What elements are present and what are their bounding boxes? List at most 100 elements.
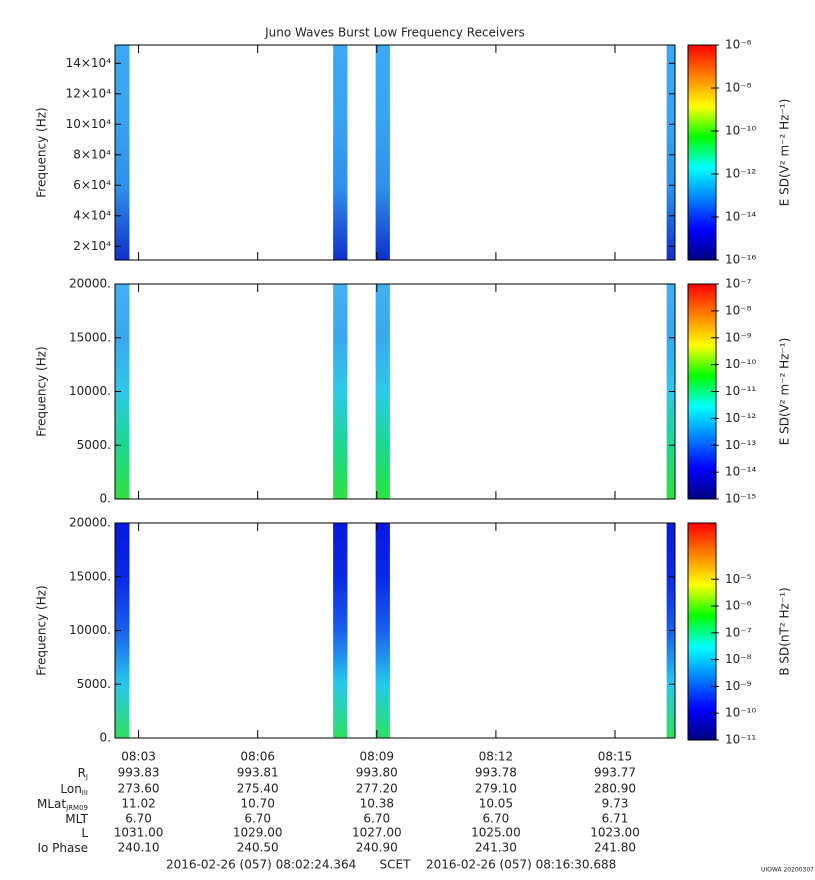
y-tick-label: 12×10⁴: [66, 86, 112, 100]
burst: [115, 45, 130, 260]
y-tick-label: 0.: [100, 492, 111, 506]
ephemeris-value: 11.02: [121, 797, 155, 811]
ephemeris-label: MLT: [65, 812, 88, 826]
colorbar-tick-label: 10⁻¹⁶: [725, 253, 756, 267]
ephemeris-value: 240.10: [118, 841, 160, 855]
footer: UIOWA 20200307: [761, 867, 814, 874]
ephemeris-value: 240.90: [356, 841, 398, 855]
ephemeris-value: 6.70: [363, 812, 390, 826]
ephemeris-value: 1027.00: [352, 826, 402, 840]
colorbar-tick-label: 10⁻⁸: [725, 303, 752, 317]
colorbar-tick-label: 10⁻⁷: [725, 277, 752, 291]
y-tick-label: 8×10⁴: [73, 147, 111, 161]
x-tick-label: 08:15: [598, 750, 633, 764]
colorbar-tick-label: 10⁻⁸: [725, 81, 752, 95]
x-tick-label: 08:06: [240, 750, 275, 764]
y-axis-label: Frequency (Hz): [35, 107, 49, 198]
colorbar: [687, 522, 717, 741]
colorbar-tick-label: 10⁻⁵: [725, 572, 752, 586]
colorbar-tick-label: 10⁻¹¹: [725, 384, 756, 398]
ephemeris-value: 1031.00: [114, 826, 164, 840]
ephemeris-value: 241.30: [475, 841, 517, 855]
ephemeris-value: 6.71: [602, 812, 629, 826]
colorbar-label: E SD(V² m⁻² Hz⁻¹): [778, 99, 792, 207]
scet-label: SCET: [380, 858, 412, 872]
ephemeris-value: 277.20: [356, 782, 398, 796]
colorbar-label: E SD(V² m⁻² Hz⁻¹): [778, 338, 792, 446]
burst: [333, 45, 348, 260]
ephemeris-value: 1029.00: [233, 826, 283, 840]
colorbar-tick-label: 10⁻⁶: [725, 38, 752, 52]
ephemeris-value: 241.80: [594, 841, 636, 855]
y-axis-label: Frequency (Hz): [35, 346, 49, 437]
colorbar-tick-label: 10⁻¹⁴: [725, 210, 756, 224]
ephemeris-label-text: MLat: [37, 797, 66, 811]
x-tick-label: 08:12: [479, 750, 514, 764]
y-tick-label: 10000.: [69, 384, 111, 398]
y-tick-label: 0.: [100, 731, 111, 745]
colorbar-tick-label: 10⁻⁸: [725, 652, 752, 666]
ephemeris-value: 1023.00: [590, 826, 640, 840]
ephemeris-value: 1025.00: [471, 826, 521, 840]
ephemeris-label-text: MLT: [65, 812, 88, 826]
ephemeris-value: 240.50: [237, 841, 279, 855]
ephemeris-value: 9.73: [602, 797, 629, 811]
y-tick-label: 6×10⁴: [73, 178, 111, 192]
ephemeris-value: 275.40: [237, 782, 279, 796]
x-tick-label: 08:03: [121, 750, 156, 764]
ephemeris-label-text: R: [78, 766, 86, 780]
colorbar-tick-label: 10⁻¹⁵: [725, 492, 756, 506]
colorbar-tick-label: 10⁻¹⁴: [725, 465, 756, 479]
y-tick-label: 14×10⁴: [66, 56, 112, 70]
ephemeris-value: 6.70: [483, 812, 510, 826]
ephemeris-value: 993.78: [475, 766, 517, 780]
y-tick-label: 15000.: [69, 569, 111, 583]
ephemeris-label-sub: JRM09: [65, 804, 88, 812]
colorbar: [687, 44, 717, 261]
burst: [375, 284, 390, 499]
colorbar-tick-label: 10⁻⁶: [725, 599, 752, 613]
colorbar-tick-label: 10⁻¹¹: [725, 733, 756, 747]
colorbar-tick-label: 10⁻¹²: [725, 167, 756, 181]
y-tick-label: 20000.: [69, 277, 111, 291]
ephemeris-label: LonIII: [60, 782, 88, 798]
colorbar-tick-label: 10⁻¹⁰: [725, 357, 756, 371]
plot-frame: [114, 522, 676, 739]
ephemeris-label-text: Lon: [60, 782, 81, 796]
colorbar-tick-label: 10⁻¹³: [725, 438, 756, 452]
ephemeris-label: RJ: [78, 766, 88, 782]
ephemeris-value: 279.10: [475, 782, 517, 796]
colorbar-tick-label: 10⁻⁹: [725, 330, 752, 344]
ephemeris-value: 993.83: [118, 766, 160, 780]
colorbar-tick-label: 10⁻¹²: [725, 411, 756, 425]
burst: [666, 45, 675, 260]
ephemeris-label: L: [81, 826, 88, 840]
plot-frame: [114, 44, 676, 261]
plot-frame: [114, 283, 676, 500]
burst: [333, 523, 348, 738]
y-tick-label: 2×10⁴: [73, 239, 111, 253]
ephemeris-label-sub: J: [85, 773, 88, 781]
ephemeris-label-text: Io Phase: [37, 841, 88, 855]
ephemeris-value: 10.05: [479, 797, 513, 811]
scet-end: 2016-02-26 (057) 08:16:30.688: [426, 858, 616, 872]
ephemeris-value: 10.38: [360, 797, 394, 811]
colorbar-label: B SD(nT² Hz⁻¹): [778, 587, 792, 675]
burst: [375, 523, 390, 738]
y-tick-label: 10×10⁴: [66, 117, 112, 131]
colorbar-tick-label: 10⁻¹⁰: [725, 124, 756, 138]
y-tick-label: 5000.: [77, 677, 111, 691]
burst: [375, 45, 390, 260]
ephemeris-value: 993.81: [237, 766, 279, 780]
y-tick-label: 20000.: [69, 516, 111, 530]
ephemeris-value: 6.70: [125, 812, 152, 826]
ephemeris-value: 993.77: [594, 766, 636, 780]
ephemeris-value: 993.80: [356, 766, 398, 780]
y-tick-label: 5000.: [77, 438, 111, 452]
ephemeris-label-sub: III: [82, 789, 88, 797]
x-tick-label: 08:09: [359, 750, 394, 764]
y-tick-label: 4×10⁴: [73, 208, 111, 222]
ephemeris-value: 273.60: [118, 782, 160, 796]
chart-title: Juno Waves Burst Low Frequency Receivers: [264, 26, 525, 40]
